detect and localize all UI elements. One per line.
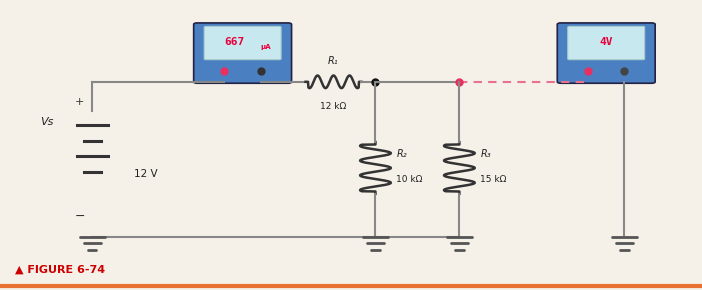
Text: 12 kΩ: 12 kΩ bbox=[320, 102, 347, 111]
FancyBboxPatch shape bbox=[568, 26, 644, 60]
Text: 667: 667 bbox=[224, 37, 244, 47]
Text: −: − bbox=[74, 210, 85, 223]
Text: R₁: R₁ bbox=[329, 56, 339, 66]
Text: ▲ FIGURE 6-74: ▲ FIGURE 6-74 bbox=[15, 264, 105, 274]
Text: 12 V: 12 V bbox=[134, 169, 158, 179]
Text: 15 kΩ: 15 kΩ bbox=[480, 175, 507, 184]
Text: 10 kΩ: 10 kΩ bbox=[397, 175, 423, 184]
Text: R₂: R₂ bbox=[397, 148, 407, 159]
FancyBboxPatch shape bbox=[204, 26, 281, 60]
FancyBboxPatch shape bbox=[557, 23, 655, 83]
Text: +: + bbox=[75, 97, 84, 107]
Text: μA: μA bbox=[260, 44, 271, 50]
FancyBboxPatch shape bbox=[194, 23, 291, 83]
Text: 4V: 4V bbox=[600, 37, 613, 47]
Text: Vs: Vs bbox=[41, 117, 54, 127]
Text: R₃: R₃ bbox=[480, 148, 491, 159]
